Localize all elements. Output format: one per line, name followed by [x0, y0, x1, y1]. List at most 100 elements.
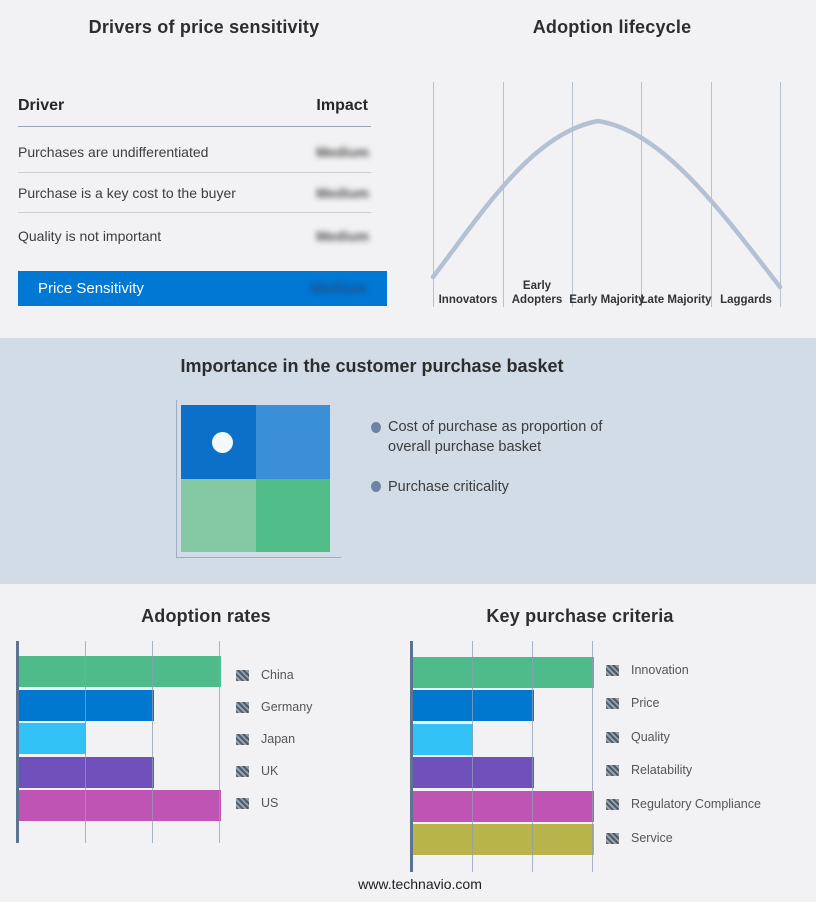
driver-cell: Purchases are undifferentiated	[18, 144, 209, 160]
criteria-y-axis	[410, 641, 413, 872]
legend-label: Relatability	[631, 763, 693, 777]
drivers-panel-title: Drivers of price sensitivity	[88, 17, 320, 37]
column-header-impact: Impact	[316, 97, 368, 114]
legend-label: Innovation	[631, 663, 689, 677]
impact-cell-redacted: Medium	[316, 185, 369, 201]
gridline	[85, 641, 86, 843]
bar-service	[413, 824, 594, 855]
legend-item: Relatability	[606, 762, 692, 778]
column-header-driver: Driver	[18, 97, 65, 114]
legend-item: US	[236, 795, 278, 811]
lifecycle-gridline	[780, 82, 781, 307]
legend-item: Service	[606, 830, 673, 846]
bar-relatability	[413, 757, 534, 788]
basket-bullet: Purchase criticality	[388, 479, 509, 495]
quadrant-top-right	[255, 405, 330, 479]
legend-label: Germany	[261, 700, 313, 714]
legend-label: Service	[631, 831, 673, 845]
stage-label-innovators: Innovators	[438, 294, 498, 306]
bar-regulatory-compliance	[413, 791, 594, 822]
bar-germany	[19, 690, 154, 721]
impact-cell-redacted: Medium	[316, 228, 369, 244]
legend-item: Price	[606, 695, 659, 711]
quadrant-bottom-right	[255, 478, 330, 552]
bar-innovation	[413, 657, 594, 688]
legend-label: Price	[631, 696, 660, 710]
legend-swatch-hatch-icon	[236, 701, 249, 713]
stage-label-laggards: Laggards	[720, 294, 772, 306]
legend-swatch-hatch-icon	[236, 733, 249, 745]
basket-title: Importance in the customer purchase bask…	[180, 356, 564, 376]
table-row: Quality is not important Medium	[18, 226, 371, 246]
legend-item: Germany	[236, 699, 312, 715]
lifecycle-bell-curve	[430, 118, 783, 290]
legend-label: US	[261, 796, 279, 810]
adoption-rates-plot	[18, 641, 221, 843]
legend-item: Japan	[236, 731, 295, 747]
legend-label: China	[261, 668, 294, 682]
legend-item: Innovation	[606, 662, 689, 678]
lifecycle-gridline	[572, 82, 573, 307]
key-purchase-criteria-title: Key purchase criteria	[486, 606, 674, 626]
bar-price	[413, 690, 534, 721]
legend-item: Regulatory Compliance	[606, 796, 761, 812]
bar-japan	[19, 723, 86, 754]
legend-item: China	[236, 667, 294, 683]
legend-swatch-hatch-icon	[606, 731, 619, 743]
summary-label: Price Sensitivity	[38, 280, 144, 297]
criteria-plot	[412, 641, 594, 872]
lifecycle-gridline	[433, 82, 434, 307]
gridline	[592, 641, 593, 872]
technavio-url: www.technavio.com	[358, 876, 482, 892]
purchase-basket-band	[0, 338, 816, 584]
price-sensitivity-summary-row: Price Sensitivity Medium	[18, 271, 387, 306]
table-row: Purchases are undifferentiated Medium	[18, 142, 371, 162]
impact-cell-redacted: Medium	[316, 144, 369, 160]
legend-label: UK	[261, 764, 279, 778]
adoption-rates-y-axis	[16, 641, 19, 843]
quadrant-y-axis	[176, 400, 177, 558]
bar-uk	[19, 757, 154, 788]
lifecycle-title: Adoption lifecycle	[532, 17, 692, 37]
legend-swatch-hatch-icon	[236, 765, 249, 777]
basket-bullet: Cost of purchase as proportion of overal…	[388, 419, 603, 455]
position-marker-dot	[212, 432, 233, 453]
legend-swatch-hatch-icon	[236, 797, 249, 809]
legend-swatch-hatch-icon	[606, 798, 619, 810]
bullet-icon	[371, 422, 381, 433]
legend-item: UK	[236, 763, 278, 779]
adoption-rates-title: Adoption rates	[141, 606, 271, 626]
purchase-basket-quadrant	[181, 405, 330, 552]
lifecycle-gridline	[503, 82, 504, 307]
legend-label: Quality	[631, 730, 670, 744]
quadrant-x-axis	[176, 557, 341, 558]
row-divider	[18, 212, 371, 213]
lifecycle-gridline	[641, 82, 642, 307]
table-row: Purchase is a key cost to the buyer Medi…	[18, 183, 371, 203]
bar-china	[19, 656, 221, 687]
legend-swatch-hatch-icon	[606, 832, 619, 844]
gridline	[219, 641, 220, 843]
legend-item: Quality	[606, 729, 670, 745]
stage-label-early-majority: Early Majority	[569, 294, 645, 306]
stage-label-early-adopters: Early Adopters	[511, 280, 563, 306]
legend-label: Japan	[261, 732, 296, 746]
legend-swatch-hatch-icon	[236, 669, 249, 681]
header-rule	[18, 126, 371, 127]
impact-cell-redacted: Medium	[310, 280, 367, 297]
row-divider	[18, 172, 371, 173]
gridline	[532, 641, 533, 872]
legend-label: Regulatory Compliance	[631, 797, 761, 811]
lifecycle-gridline	[711, 82, 712, 307]
driver-cell: Quality is not important	[18, 228, 162, 244]
bar-us	[19, 790, 221, 821]
gridline	[152, 641, 153, 843]
bullet-icon	[371, 481, 381, 492]
driver-cell: Purchase is a key cost to the buyer	[18, 185, 236, 201]
legend-swatch-hatch-icon	[606, 764, 619, 776]
bar-quality	[413, 724, 473, 755]
legend-swatch-hatch-icon	[606, 664, 619, 676]
quadrant-bottom-left	[181, 478, 256, 552]
gridline	[472, 641, 473, 872]
